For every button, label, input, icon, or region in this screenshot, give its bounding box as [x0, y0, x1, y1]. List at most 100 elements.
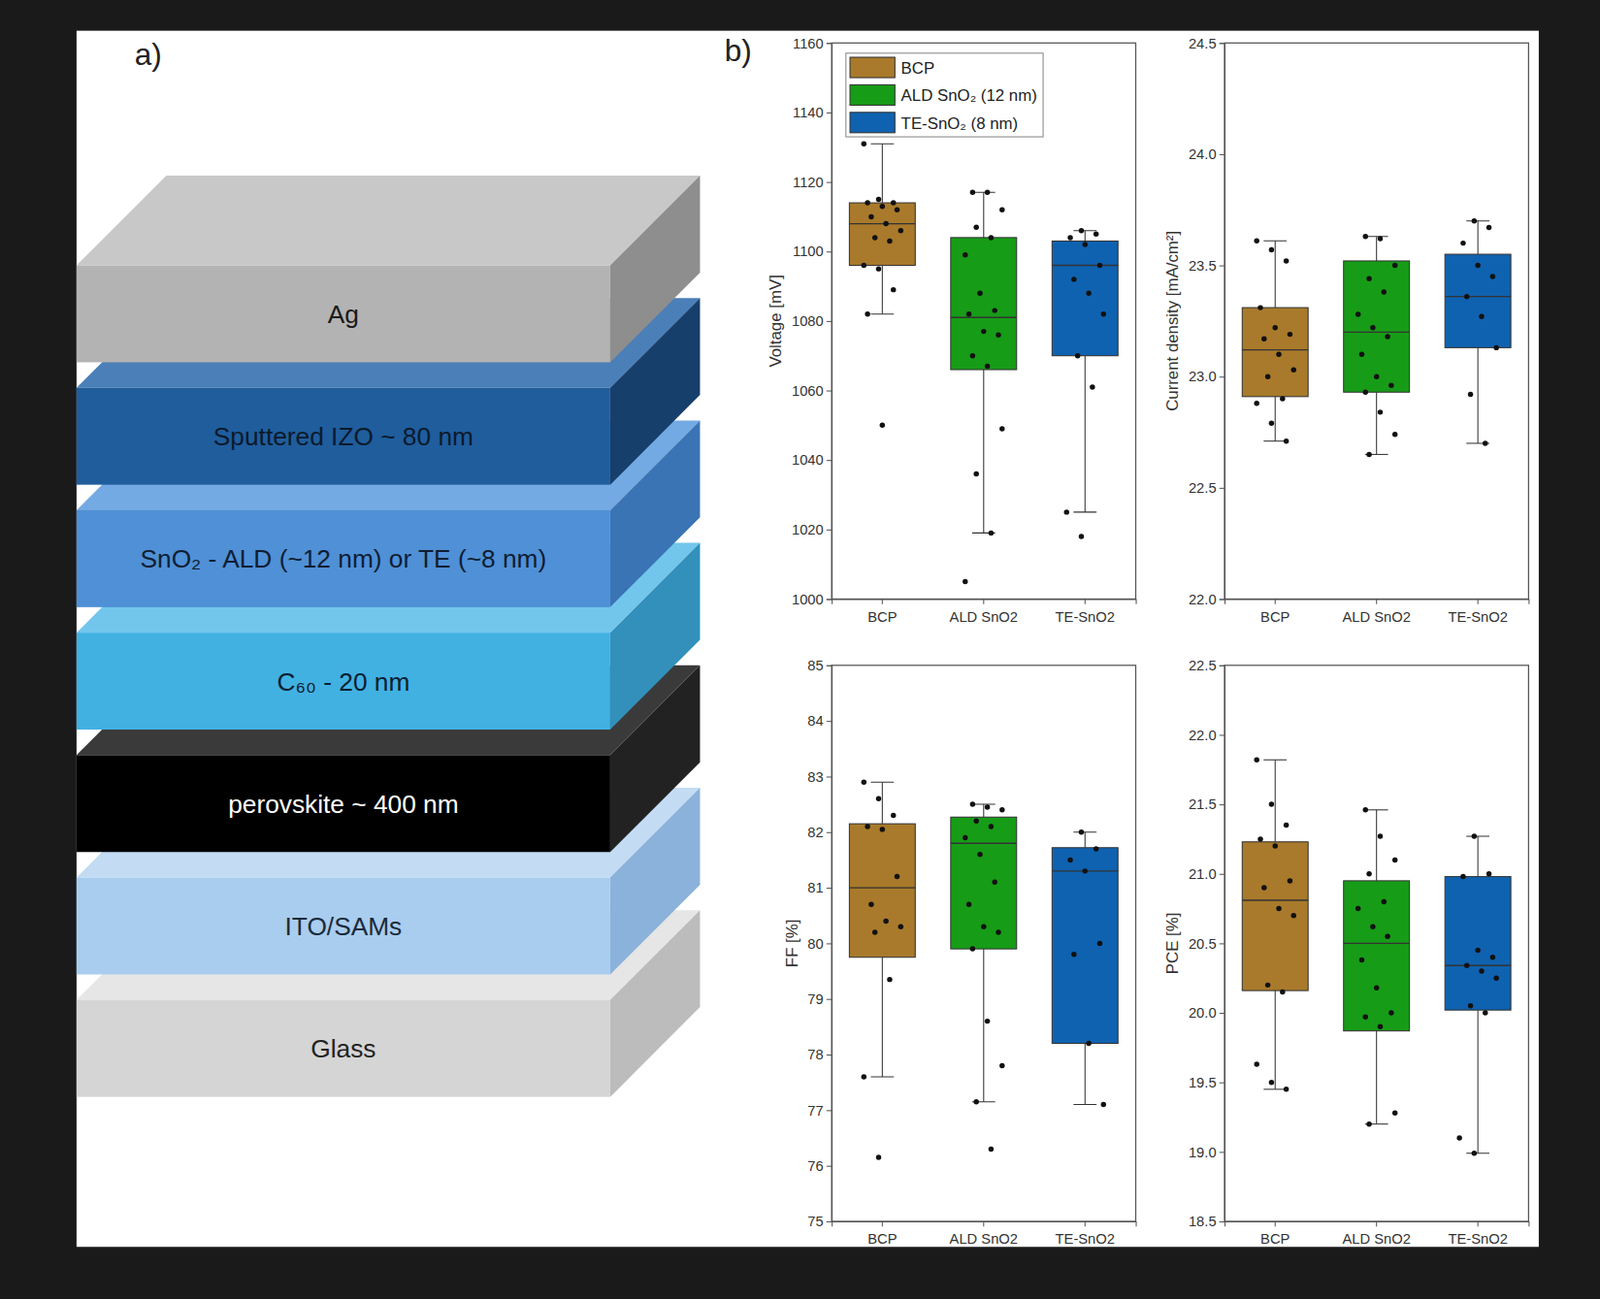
layer-front	[76, 1000, 611, 1098]
layer-front	[76, 632, 611, 730]
point	[1253, 757, 1259, 763]
whisker-cap	[1365, 809, 1389, 811]
whisker-cap	[1073, 1104, 1097, 1106]
tick: 1100	[792, 243, 832, 260]
tick: 18.5	[1188, 1213, 1225, 1230]
whisker	[1477, 836, 1479, 878]
point	[894, 207, 900, 213]
point	[1370, 325, 1375, 330]
tick-mark	[1219, 265, 1225, 267]
tick-label: 1000	[791, 591, 824, 608]
point	[984, 1018, 990, 1024]
point	[980, 328, 986, 334]
point	[962, 579, 968, 585]
point	[1359, 957, 1365, 963]
layer-front	[76, 878, 611, 976]
point	[1078, 533, 1084, 539]
box-body	[1241, 307, 1308, 397]
box-body	[1444, 877, 1511, 1012]
box	[1343, 807, 1410, 1127]
layer-front	[76, 510, 611, 608]
whisker	[1274, 240, 1276, 308]
whisker	[1084, 832, 1086, 849]
point	[1257, 836, 1263, 842]
point	[1253, 400, 1259, 406]
marks	[1241, 218, 1511, 458]
layer: Ag	[76, 175, 701, 362]
whisker-cap	[972, 192, 996, 194]
point	[984, 190, 990, 196]
tick: 24.5	[1188, 35, 1225, 52]
point	[886, 977, 892, 982]
tick: BCP	[867, 1221, 897, 1247]
plot-frame	[831, 42, 1136, 599]
axis-line	[832, 1221, 1137, 1227]
tick: 23.5	[1188, 258, 1225, 274]
point	[1392, 857, 1398, 863]
point	[1471, 1150, 1477, 1156]
point	[984, 363, 990, 369]
layer-label: Ag	[327, 299, 360, 329]
y-axis: 7576777879808182838485	[807, 657, 832, 1230]
median	[1444, 965, 1511, 967]
point	[890, 287, 896, 293]
point	[962, 252, 968, 258]
point	[970, 801, 976, 807]
point	[1478, 968, 1484, 974]
point	[1468, 391, 1473, 397]
point	[966, 902, 972, 908]
point	[876, 196, 882, 202]
whisker-cap	[1466, 1152, 1490, 1154]
layer-label: C₆₀ - 20 nm	[276, 667, 410, 697]
point	[876, 265, 882, 271]
tick-label: 23.5	[1188, 258, 1217, 274]
tick: BCP	[1260, 1221, 1290, 1247]
point	[973, 471, 979, 477]
tick-label: ALD SnO2	[1341, 609, 1410, 625]
background	[0, 0, 1600, 1299]
box-body	[1241, 842, 1308, 991]
point	[1093, 231, 1099, 237]
point	[1363, 233, 1369, 239]
panel-label: b)	[724, 32, 752, 68]
tick-label: 82	[807, 824, 823, 841]
tick-mark	[1219, 1082, 1225, 1084]
point	[1283, 1086, 1289, 1092]
point	[1471, 833, 1477, 839]
layer-label: perovskite ~ 400 nm	[228, 789, 458, 819]
tick-mark	[1274, 598, 1276, 604]
whisker-cap	[1466, 836, 1490, 838]
tick-label: 22.0	[1188, 727, 1217, 744]
plot-frame	[831, 665, 1136, 1222]
point	[1355, 311, 1361, 317]
box	[1343, 233, 1410, 458]
tick: ALD SnO2	[1341, 1221, 1410, 1247]
tick: 24.0	[1188, 146, 1225, 163]
point	[1377, 833, 1383, 839]
y-axis: 22.022.523.023.524.024.5	[1188, 35, 1226, 608]
tick: TE-SnO2	[1055, 1221, 1115, 1247]
tick-label: 1100	[792, 243, 824, 260]
point	[1075, 353, 1080, 359]
box	[1051, 829, 1118, 1108]
point	[898, 923, 904, 929]
point	[999, 207, 1005, 213]
whisker-cap	[870, 782, 894, 784]
box-body	[1343, 881, 1410, 1032]
point	[1493, 345, 1499, 351]
point	[1482, 1010, 1488, 1015]
tick-label: 24.0	[1188, 146, 1217, 163]
axis-line	[1225, 599, 1530, 605]
point	[1384, 333, 1390, 339]
point	[1101, 311, 1107, 317]
tick-mark	[1219, 665, 1225, 667]
box	[1444, 833, 1511, 1156]
tick: 21.0	[1188, 866, 1225, 882]
point	[995, 331, 1001, 337]
point	[1257, 304, 1263, 310]
point	[1366, 276, 1372, 282]
y-axis: 100010201040106010801100112011401160	[791, 35, 833, 608]
tick-mark	[982, 598, 984, 604]
point	[1464, 293, 1470, 299]
box	[1241, 757, 1308, 1093]
